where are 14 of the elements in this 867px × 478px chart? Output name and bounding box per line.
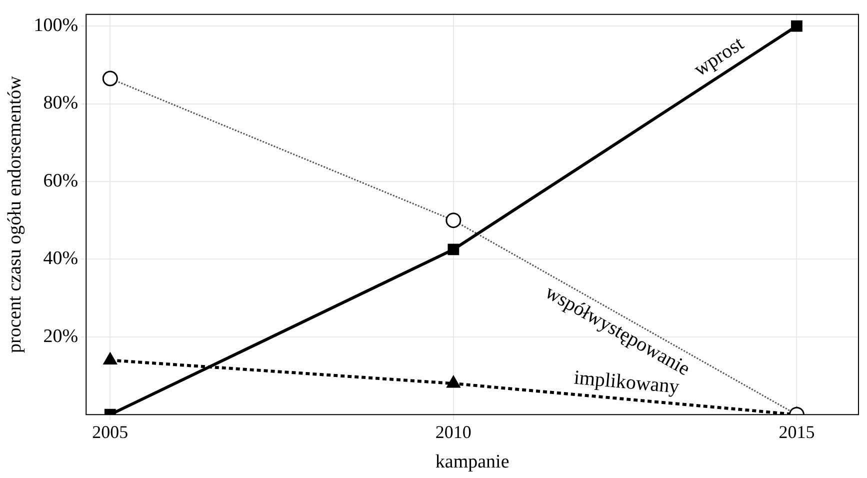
x-tick-label: 2005 [92,422,128,442]
y-tick-label: 100% [34,15,78,36]
x-tick-label: 2010 [435,422,472,442]
point [791,20,802,32]
y-tick-label: 80% [43,92,78,114]
y-tick-label: 40% [43,248,78,270]
y-axis-title: procent czasu ogółu endorsementów [4,76,26,353]
point [448,244,460,256]
x-axis-title: kampanie [435,452,510,473]
y-tick-label: 60% [43,170,78,192]
y-tick-label: 20% [43,326,78,347]
x-tick-label: 2015 [778,422,815,442]
point [103,352,117,364]
point [446,376,460,388]
